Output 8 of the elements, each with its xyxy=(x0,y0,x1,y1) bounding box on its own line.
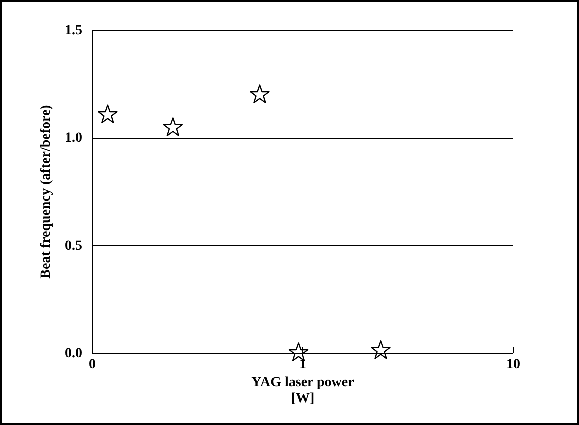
x-tick-label: 10 xyxy=(506,358,520,372)
y-tick-label: 0.0 xyxy=(65,346,82,362)
y-tick-label: 0.5 xyxy=(65,238,82,254)
y-tick-label: 1.0 xyxy=(65,131,82,146)
y-tick-label: 1.5 xyxy=(65,24,82,38)
y-axis-title: Beat frequency (after/before) xyxy=(39,104,54,279)
x-axis-title: YAG laser power [W] xyxy=(252,376,354,406)
x-tick-label: 0 xyxy=(89,358,96,372)
